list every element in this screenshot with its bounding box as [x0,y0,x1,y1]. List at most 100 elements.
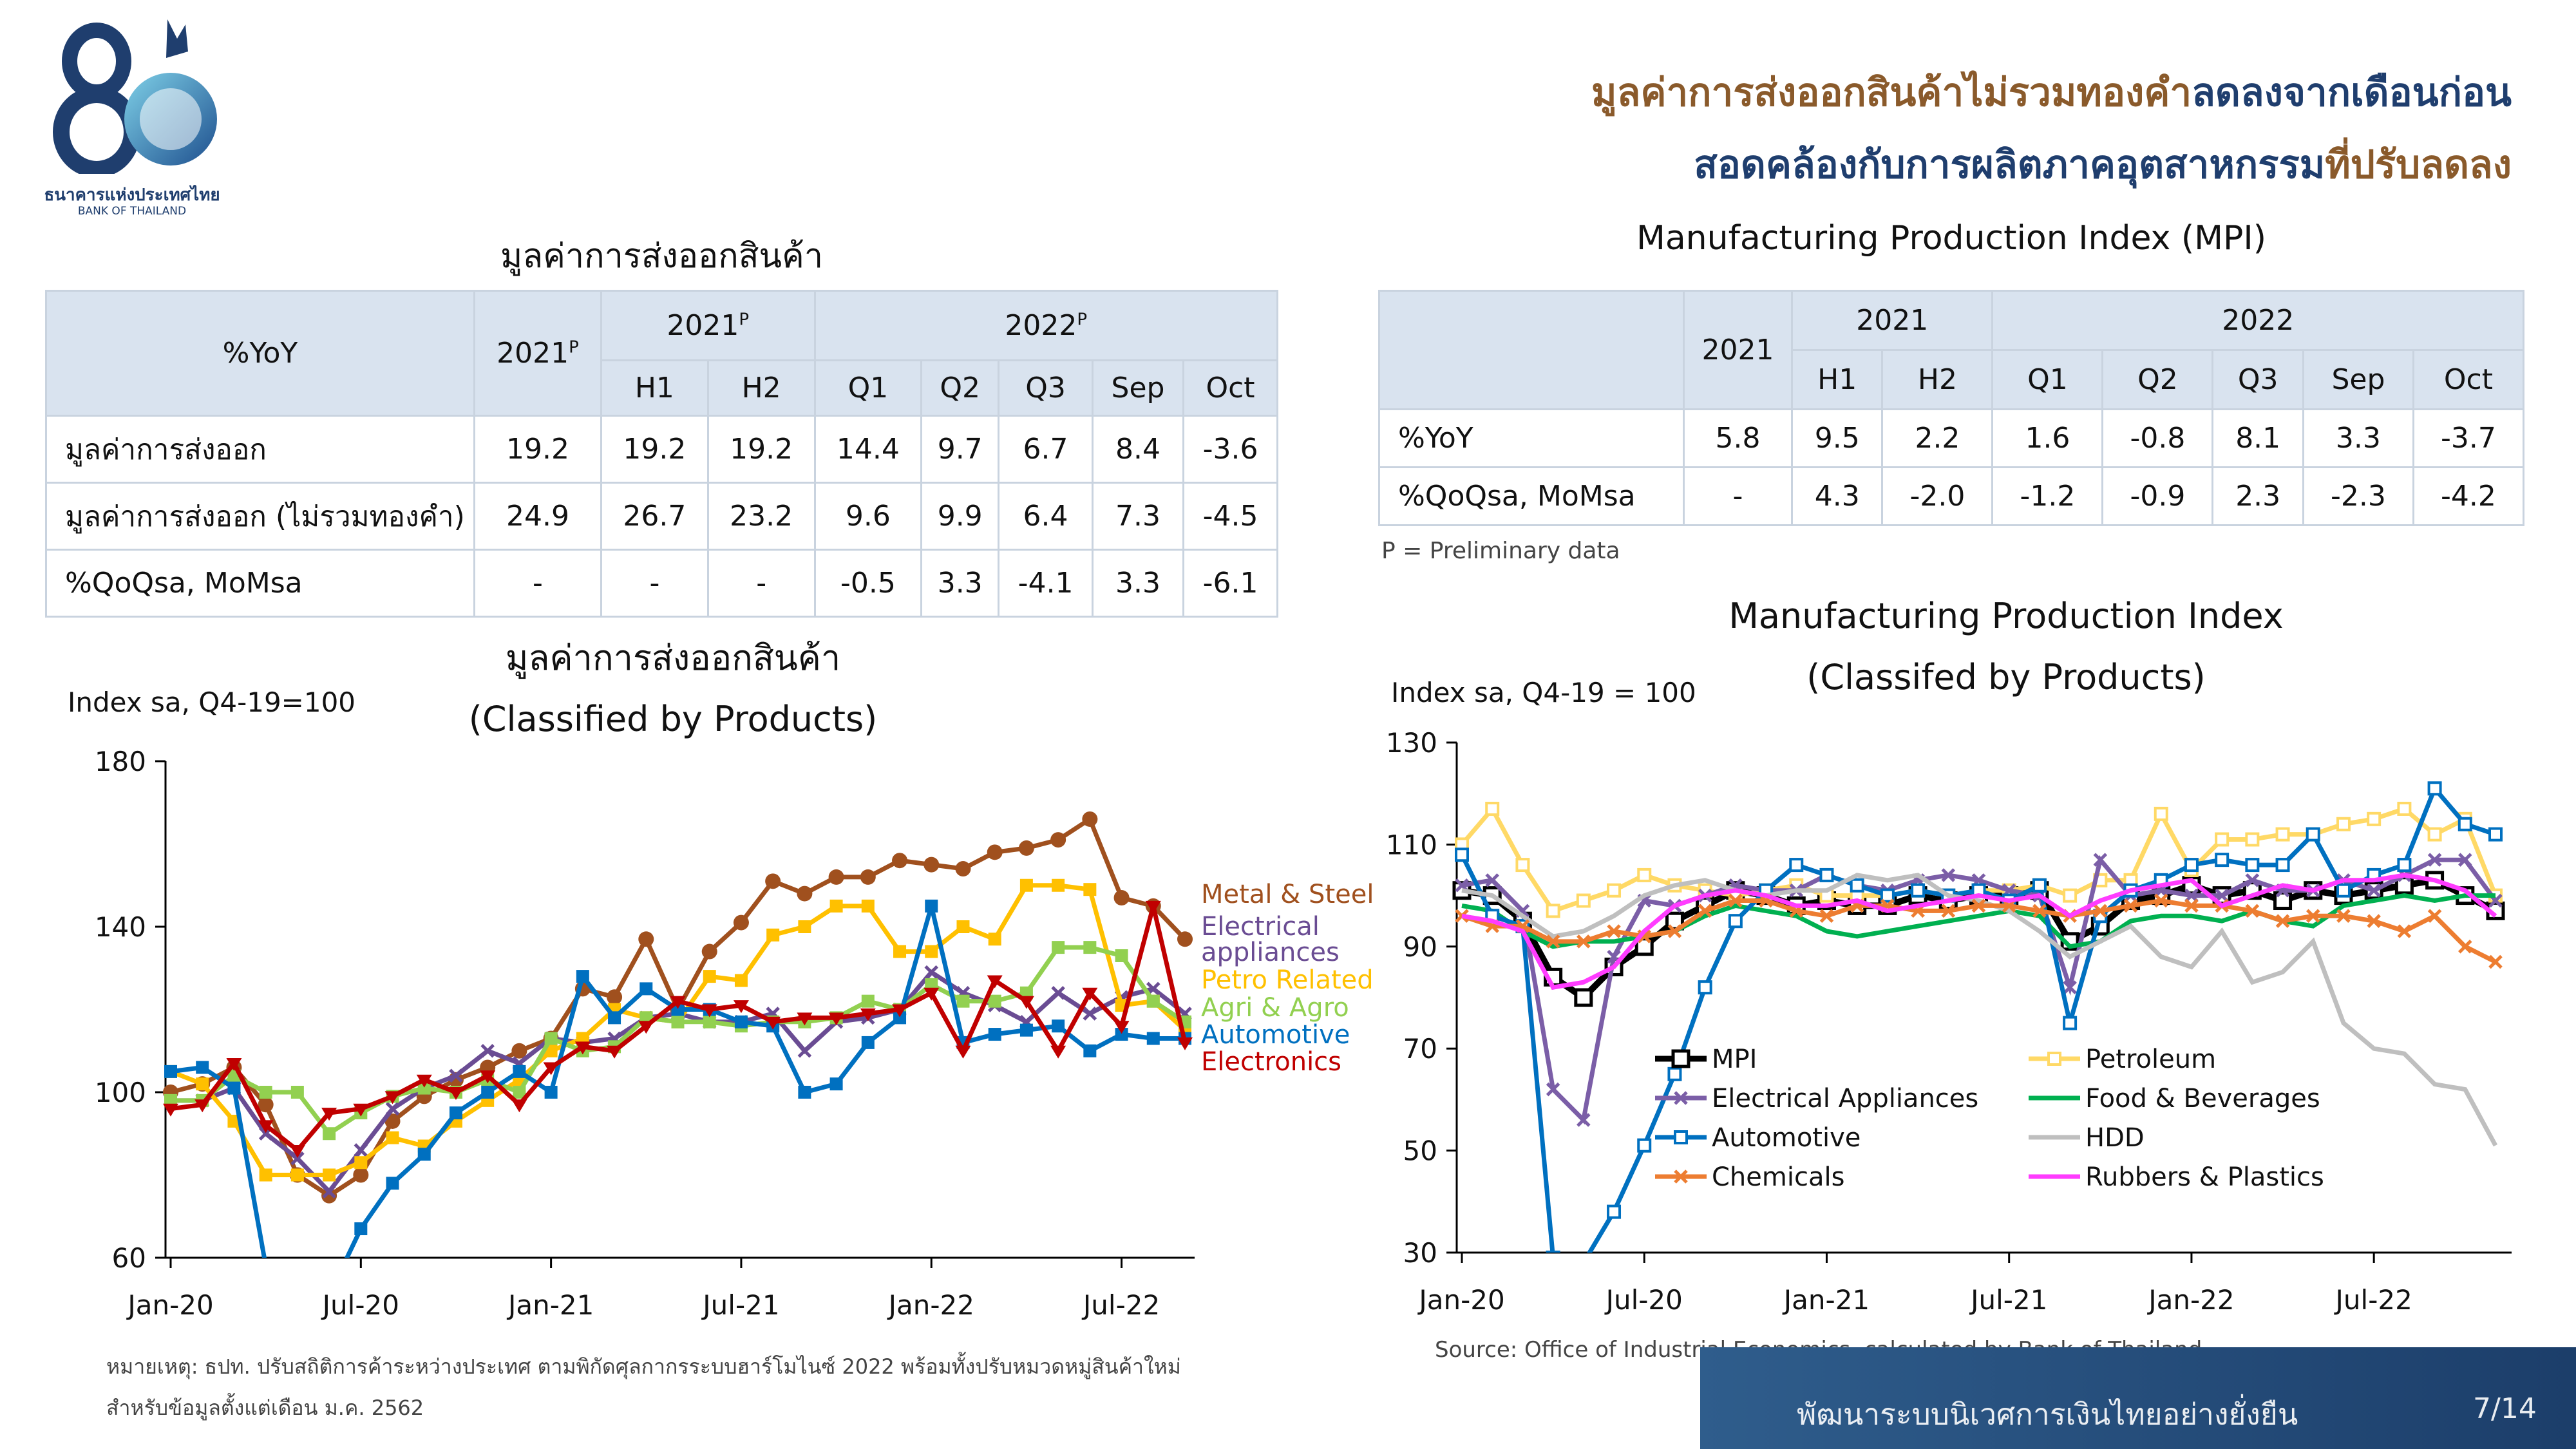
data-point-automotive [798,1086,811,1099]
data-point-agri-agro [513,1086,526,1099]
data-point-electronics [289,1144,305,1158]
data-point-automotive [1819,867,1834,882]
mpi-table-corner [1378,290,1685,410]
data-point-electrical-appliances [797,1043,812,1058]
data-point-electronics [163,1103,178,1117]
data-point-automotive [481,1086,495,1099]
data-point-petroleum [2063,888,2078,903]
export-table-corner: %YoY [45,290,475,417]
legend-label-rubbers-plastics: Rubbers & Plastics [2085,1162,2324,1192]
data-point-electrical-appliances [2063,980,2077,994]
footer-bar [1700,1347,2576,1449]
headline-line-2a: สอดคล้องกับการผลิตภาคอุตสาหกรรม [1694,142,2325,187]
data-point-petro-related [893,945,907,958]
mpi-table-cell: 8.1 [2211,408,2304,468]
y-tick-label: 180 [95,746,146,777]
data-point-petro-related [290,1168,304,1182]
data-point-petroleum [2397,801,2412,816]
data-point-automotive [861,1036,875,1049]
data-point-petroleum [2275,827,2290,842]
data-point-petro-related [703,970,716,983]
data-point-automotive [2427,781,2442,796]
export-table-cell: 26.7 [600,482,709,551]
data-point-petroleum [2215,832,2230,847]
mpi-sub-q3: Q3 [2211,349,2304,410]
data-point-automotive [227,1081,241,1095]
data-point-chemicals [2123,898,2138,913]
data-point-automotive [1880,888,1895,903]
data-point-mpi [1574,988,1593,1007]
mpi-table-cell: -0.8 [2101,408,2214,468]
data-point-electronics [701,1004,717,1018]
export-table-group-2022: 2022P [813,290,1279,361]
data-point-petro-related [861,899,875,913]
data-point-petroleum [1576,893,1591,908]
data-point-petroleum [1607,883,1622,898]
chart-subtitle: (Classifed by Products) [1806,657,2205,697]
data-point-electrical-appliances [2184,888,2199,903]
export-table-col-2021: 2021P [473,290,602,417]
data-point-electrical-appliances [385,1101,400,1116]
legend-label-chemicals: Chemicals [1712,1162,1844,1192]
data-point-agri-agro [703,1015,716,1028]
x-tick-label: Jan-22 [887,1289,974,1321]
page-number: 7/14 [2473,1392,2537,1425]
legend-marker-mpi [1671,1049,1690,1068]
data-point-petro-related [259,1168,272,1182]
series-line-agri-agro [171,945,1186,1137]
data-point-automotive [988,1028,1001,1041]
export-grp-2022-label: 2022 [1005,309,1077,342]
data-point-automotive [2397,858,2412,873]
headline-line-2: สอดคล้องกับการผลิตภาคอุตสาหกรรมที่ปรับลด… [1591,129,2512,201]
data-point-metal-steel [1177,931,1193,947]
data-point-electrical-appliances [2367,883,2381,898]
export-table-cell: 8.4 [1091,415,1185,484]
mpi-table-row: %QoQsa, MoMsa -4.3 -2.0 -1.2 -0.9 2.3 -2.3 -4.2 [1378,466,2525,526]
export-table-cell: 6.4 [998,482,1094,551]
export-table-cell: 23.2 [706,482,816,551]
export-table-cell: -0.5 [813,549,923,618]
export-table-cell: 9.7 [920,415,1000,484]
x-tick-label: Jan-22 [2146,1284,2234,1316]
data-point-electrical-appliances [2093,853,2108,867]
data-point-electronics [321,1108,337,1121]
data-point-chemicals [2093,904,2108,918]
legend-label-mpi: MPI [1712,1045,1757,1074]
data-point-electronics [892,1004,908,1018]
data-point-chemicals [1698,904,1712,918]
data-point-electrical-appliances [322,1184,336,1198]
mpi-sub-oct: Oct [2412,349,2525,410]
data-point-metal-steel [733,914,749,931]
data-point-petro-related [766,928,780,942]
data-point-electronics [1050,1045,1066,1059]
export-sub-q3: Q3 [998,359,1094,417]
data-point-automotive [925,899,938,913]
data-point-petroleum [1485,801,1500,816]
y-tick-label: 30 [1403,1237,1437,1269]
export-sub-q1: Q1 [813,359,923,417]
mpi-table-title: Manufacturing Production Index (MPI) [1636,219,2267,258]
headline: มูลค่าการส่งออกสินค้าไม่รวมทองคำลดลงจากเ… [1591,57,2512,201]
data-point-automotive [449,1106,462,1120]
mpi-table-cell: - [1683,466,1793,526]
export-table-cell: 19.2 [600,415,709,484]
data-point-petro-related [798,920,811,933]
mpi-table-cell: 1.6 [1991,408,2104,468]
data-point-automotive [1728,914,1743,929]
data-point-petro-related [988,933,1001,946]
data-point-chemicals [1546,934,1560,949]
series-line-automotive [1459,784,2497,1253]
data-point-automotive [1698,980,1712,995]
x-tick-label: Jan-20 [126,1289,213,1321]
data-point-electronics [1082,987,1098,1001]
export-footnote-line-1: หมายเหตุ: ธปท. ปรับสถิติการค้าระหว่างประ… [106,1354,1181,1379]
chart-title: มูลค่าการส่งออกสินค้า [506,638,840,679]
data-point-agri-agro [1083,941,1097,954]
data-point-chemicals [2306,909,2320,923]
data-point-petroleum [2336,817,2351,831]
data-point-electronics [797,1012,813,1026]
headline-line-1a: มูลค่าการส่งออกสินค้าไม่รวมทองคำ [1591,70,2192,115]
data-point-electrical-appliances [2427,853,2442,867]
data-point-electronics [638,1021,654,1034]
y-axis-label: Index sa, Q4-19=100 [68,687,355,718]
